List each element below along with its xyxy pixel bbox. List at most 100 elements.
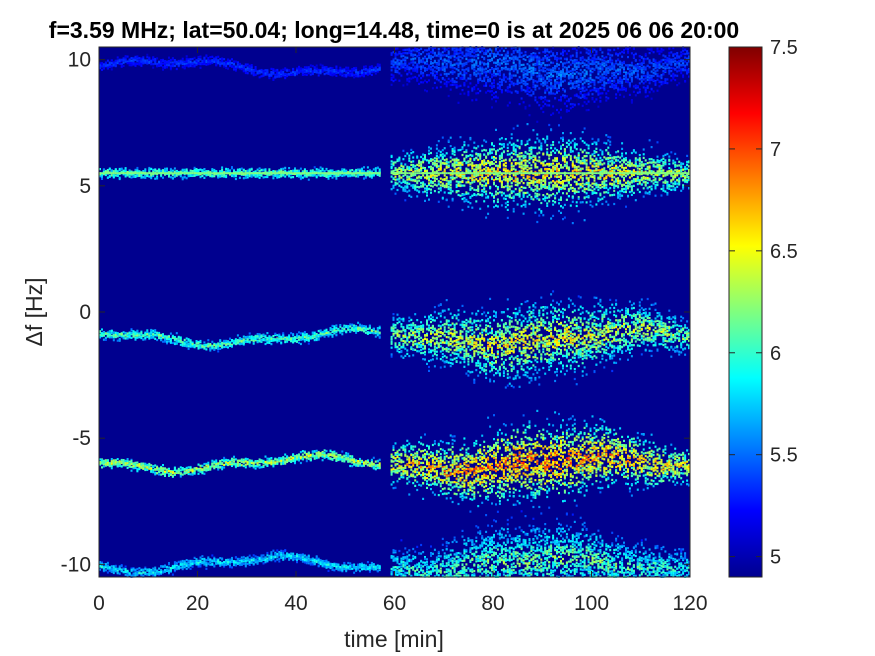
- heat-cell: [491, 168, 493, 170]
- heat-cell: [564, 73, 566, 75]
- heat-cell: [633, 71, 635, 73]
- heat-cell: [209, 174, 211, 176]
- heat-cell: [436, 184, 438, 186]
- heat-cell: [467, 93, 469, 95]
- heat-cell: [613, 77, 615, 79]
- heat-cell: [393, 60, 395, 62]
- heat-cell: [471, 155, 473, 157]
- heat-cell: [521, 85, 523, 87]
- heat-cell: [475, 189, 477, 191]
- heat-cell: [255, 66, 257, 68]
- carrier-line-cell: [485, 172, 487, 174]
- heat-cell: [548, 100, 550, 102]
- heat-cell: [440, 151, 442, 153]
- heat-cell: [475, 99, 477, 101]
- heat-cell: [495, 73, 497, 75]
- carrier-line-cell: [479, 172, 481, 174]
- heat-cell: [353, 67, 355, 69]
- heat-cell: [414, 165, 416, 167]
- heat-cell: [231, 62, 233, 64]
- heat-cell: [509, 91, 511, 93]
- heat-cell: [227, 62, 229, 64]
- heat-cell: [420, 167, 422, 169]
- heat-cell: [426, 90, 428, 92]
- heat-cell: [460, 195, 462, 197]
- heat-cell: [542, 57, 544, 59]
- heat-cell: [527, 69, 529, 71]
- heat-cell: [412, 164, 414, 166]
- heat-cell: [414, 66, 416, 68]
- heat-cell: [568, 110, 570, 112]
- heat-cell: [292, 68, 294, 70]
- heat-cell: [542, 82, 544, 84]
- heat-cell: [566, 67, 568, 69]
- heat-cell: [428, 55, 430, 57]
- heat-cell: [243, 177, 245, 179]
- heat-cell: [623, 52, 625, 54]
- heat-cell: [414, 187, 416, 189]
- heat-cell: [408, 77, 410, 79]
- heat-cell: [653, 79, 655, 81]
- heat-cell: [400, 55, 402, 57]
- heat-cell: [229, 60, 231, 62]
- heat-cell: [631, 62, 633, 64]
- heat-cell: [225, 61, 227, 63]
- heat-cell: [412, 64, 414, 66]
- heat-cell: [416, 170, 418, 172]
- heat-cell: [527, 56, 529, 58]
- heat-cell: [605, 77, 607, 79]
- heat-cell: [420, 177, 422, 179]
- heat-cell: [436, 63, 438, 65]
- carrier-line-cell: [223, 172, 225, 174]
- heat-cell: [523, 58, 525, 60]
- heat-cell: [288, 167, 290, 169]
- heat-cell: [485, 217, 487, 219]
- heat-cell: [115, 174, 117, 176]
- heat-cell: [558, 85, 560, 87]
- heat-cell: [635, 68, 637, 70]
- heat-cell: [107, 177, 109, 179]
- heat-cell: [509, 86, 511, 88]
- heat-cell: [426, 170, 428, 172]
- carrier-line-cell: [428, 172, 430, 174]
- heat-cell: [668, 52, 670, 54]
- heat-cell: [174, 65, 176, 67]
- heat-cell: [590, 90, 592, 92]
- heat-cell: [391, 84, 393, 86]
- heat-cell: [462, 154, 464, 156]
- heat-cell: [503, 50, 505, 52]
- heat-cell: [243, 169, 245, 171]
- heat-cell: [398, 80, 400, 82]
- heat-cell: [406, 191, 408, 193]
- heat-cell: [544, 48, 546, 50]
- heat-cell: [525, 107, 527, 109]
- heat-cell: [201, 63, 203, 65]
- heat-cell: [507, 60, 509, 62]
- heat-cell: [282, 71, 284, 73]
- heat-cell: [560, 84, 562, 86]
- heat-cell: [400, 163, 402, 165]
- heat-cell: [150, 63, 152, 65]
- heat-cell: [194, 57, 196, 59]
- heat-cell: [625, 90, 627, 92]
- heat-cell: [481, 72, 483, 74]
- heat-cell: [556, 63, 558, 65]
- heat-cell: [430, 51, 432, 53]
- heat-cell: [412, 179, 414, 181]
- heat-cell: [412, 187, 414, 189]
- heat-cell: [418, 52, 420, 54]
- heat-cell: [182, 66, 184, 68]
- heat-cell: [538, 69, 540, 71]
- heat-cell: [680, 51, 682, 53]
- heat-cell: [328, 170, 330, 172]
- heat-cell: [444, 159, 446, 161]
- heat-cell: [655, 70, 657, 72]
- heat-cell: [410, 196, 412, 198]
- heat-cell: [605, 62, 607, 64]
- heat-cell: [586, 64, 588, 66]
- heat-cell: [623, 49, 625, 51]
- heat-cell: [588, 101, 590, 103]
- heat-cell: [393, 80, 395, 82]
- heat-cell: [477, 88, 479, 90]
- heat-cell: [582, 56, 584, 58]
